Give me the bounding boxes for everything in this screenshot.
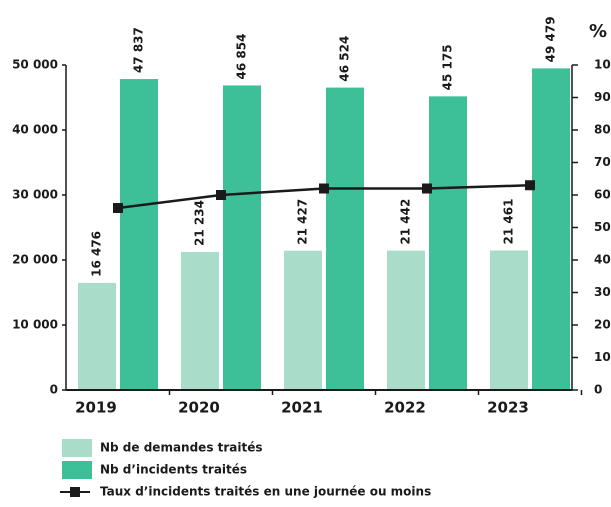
value-label: 21 442 <box>399 199 413 245</box>
y2-axis-label: % <box>589 21 607 42</box>
marker <box>422 183 432 194</box>
value-label: 21 461 <box>502 199 516 245</box>
y2-tick-label: 70 <box>594 155 611 169</box>
x-tick-label: 2022 <box>384 399 426 417</box>
value-label: 45 175 <box>441 44 455 90</box>
bar <box>223 85 261 390</box>
legend-label: Nb d’incidents traités <box>100 463 247 477</box>
legend-swatch <box>62 439 92 457</box>
value-label: 46 854 <box>235 34 249 80</box>
bar <box>387 250 425 390</box>
y-tick-label: 30 000 <box>12 188 58 202</box>
value-label: 21 234 <box>193 200 207 246</box>
legend-swatch <box>62 461 92 479</box>
x-tick-label: 2021 <box>281 399 323 417</box>
bar <box>120 79 158 390</box>
x-tick-label: 2019 <box>75 399 117 417</box>
y2-tick-label: 0 <box>594 383 602 397</box>
y2-tick-label: 40 <box>594 253 611 267</box>
x-tick-label: 2023 <box>487 399 529 417</box>
y-tick-label: 0 <box>50 383 58 397</box>
y-tick-label: 10 000 <box>12 318 58 332</box>
legend-label: Taux d’incidents traités en une journée … <box>100 485 431 499</box>
y-tick-label: 20 000 <box>12 253 58 267</box>
value-label: 49 479 <box>544 16 558 62</box>
bar <box>284 250 322 390</box>
marker <box>525 180 535 191</box>
marker <box>319 183 329 194</box>
y2-tick-label: 90 <box>594 90 611 104</box>
y2-tick-label: 20 <box>594 318 611 332</box>
y2-tick-label: 50 <box>594 220 611 234</box>
y2-tick-label: 10 <box>594 350 611 364</box>
x-tick-label: 2020 <box>178 399 220 417</box>
bar <box>181 251 219 390</box>
value-label: 16 476 <box>90 231 104 277</box>
marker <box>216 190 226 200</box>
y2-tick-label: 100 <box>594 58 611 72</box>
y-tick-label: 50 000 <box>12 58 58 72</box>
legend-label: Nb de demandes traités <box>100 441 263 455</box>
bar <box>532 68 570 390</box>
legend-marker <box>70 487 80 497</box>
value-label: 46 524 <box>338 36 352 82</box>
value-label: 47 837 <box>132 27 146 73</box>
bar <box>326 87 364 391</box>
marker <box>113 203 123 213</box>
bar <box>490 250 528 390</box>
value-label: 21 427 <box>296 199 310 245</box>
bar <box>78 282 116 390</box>
y2-tick-label: 30 <box>594 285 611 299</box>
y2-tick-label: 60 <box>594 188 611 202</box>
bar <box>429 96 467 391</box>
y-tick-label: 40 000 <box>12 123 58 137</box>
y2-tick-label: 80 <box>594 123 611 137</box>
